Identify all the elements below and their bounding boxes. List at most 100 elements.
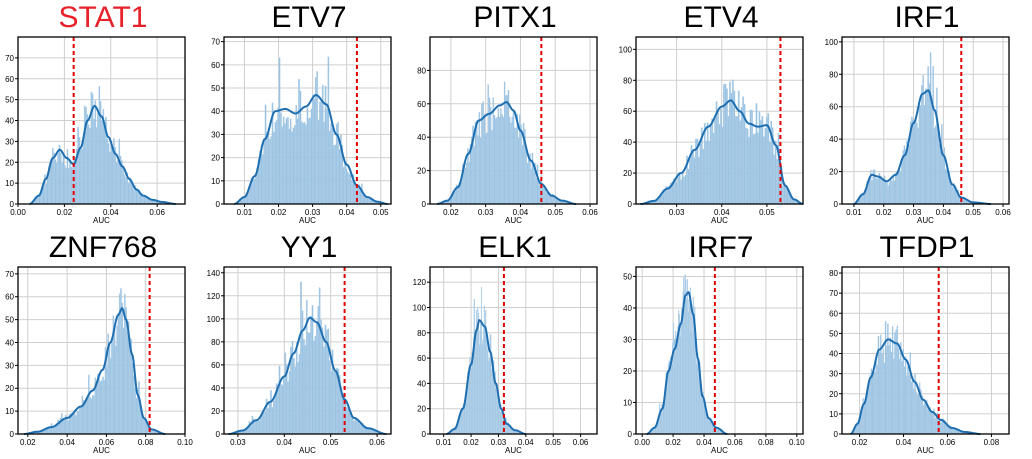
y-tick-label: 80 xyxy=(211,338,220,347)
histogram-bar xyxy=(879,175,882,205)
histogram-bar xyxy=(897,348,900,435)
histogram-bar xyxy=(323,346,325,435)
y-tick-label: 100 xyxy=(619,45,633,54)
x-tick-label: 0.05 xyxy=(323,438,339,447)
histogram-plot: 0.00 0.02 0.04 0.06 0.08 0.10 0 10 20 30 40 50 AUC xyxy=(623,266,805,455)
y-tick-label: 20 xyxy=(417,167,426,176)
histogram-bar xyxy=(346,407,348,435)
histogram-bar xyxy=(922,405,925,435)
histogram-bar xyxy=(487,84,489,205)
x-tick-label: 0.01 xyxy=(436,438,452,447)
histogram-bar xyxy=(258,420,261,435)
histogram-bar xyxy=(70,166,73,205)
histogram-bar xyxy=(66,416,68,435)
y-tick-label: 30 xyxy=(5,361,14,370)
histogram-bar xyxy=(890,351,893,435)
histogram-bar xyxy=(889,179,892,205)
histogram-bar xyxy=(300,281,302,435)
x-axis-label: AUC xyxy=(93,216,110,225)
y-tick-label: 80 xyxy=(829,269,838,278)
histogram-bar xyxy=(37,195,40,205)
histogram-bar xyxy=(929,52,932,205)
histogram-bar xyxy=(100,380,103,435)
histogram-bar xyxy=(95,127,98,205)
histogram-bar xyxy=(302,122,305,205)
histogram-bar xyxy=(321,327,324,435)
histogram-bar xyxy=(111,146,114,205)
histogram-bar xyxy=(264,104,267,205)
histogram-bar xyxy=(288,128,291,205)
x-axis-label: AUC xyxy=(93,446,110,455)
histogram-bar xyxy=(924,88,927,205)
kde-curve xyxy=(234,94,388,205)
histogram-bar xyxy=(248,421,251,435)
histogram-bar xyxy=(936,87,938,205)
histogram-bar xyxy=(526,162,529,205)
histogram-bar xyxy=(777,133,780,205)
histogram-bar xyxy=(932,66,934,205)
histogram-bar xyxy=(938,144,941,205)
histogram-bar xyxy=(757,132,759,205)
y-tick-label: 20 xyxy=(211,407,220,416)
histogram-bar xyxy=(318,287,321,435)
histogram-bar xyxy=(121,302,124,435)
histogram-bar xyxy=(57,419,59,435)
histogram-bar xyxy=(776,159,779,205)
histogram-bar xyxy=(327,56,330,205)
histogram-bar xyxy=(477,135,479,205)
y-tick-label: 30 xyxy=(5,137,14,146)
histogram-bar xyxy=(680,179,683,205)
histogram-bar xyxy=(338,149,341,205)
histogram-bar xyxy=(52,147,54,205)
histogram-bar xyxy=(904,149,907,205)
histogram-bar xyxy=(949,183,952,205)
chart-panel-znf768: ZNF768 0.02 0.04 0.06 0.08 0.10 0 10 20 30 40 50 60 7… xyxy=(0,230,206,459)
histogram-bar xyxy=(493,115,496,205)
histogram-bar xyxy=(76,410,79,435)
x-tick-label: 0.05 xyxy=(965,208,981,217)
histogram-bar xyxy=(81,395,84,435)
histogram-bar xyxy=(515,127,517,205)
histogram-bar xyxy=(873,366,875,435)
histogram-bar xyxy=(931,413,934,435)
histogram-bar xyxy=(86,396,89,435)
y-tick-label: 60 xyxy=(417,354,426,363)
y-tick-label: 60 xyxy=(211,61,220,70)
histogram-bar xyxy=(532,163,535,205)
y-tick-label: 0 xyxy=(628,430,633,439)
histogram-bar xyxy=(57,153,59,205)
histogram-bar xyxy=(331,128,334,205)
histogram-bar xyxy=(312,94,314,205)
histogram-bar xyxy=(264,411,267,435)
histogram-bar xyxy=(764,127,767,205)
x-tick-label: 0.04 xyxy=(339,208,355,217)
histogram-bar xyxy=(347,171,349,205)
histogram-bar xyxy=(351,179,353,205)
histogram-bar xyxy=(103,122,106,205)
x-tick-label: 0.04 xyxy=(103,208,119,217)
y-tick-label: 50 xyxy=(5,96,14,105)
histogram-bar xyxy=(130,180,133,205)
histogram-bar xyxy=(126,331,129,435)
chart-panel-irf7: IRF7 0.00 0.02 0.04 0.06 0.08 0.10 0 10 20 30 40 50 A… xyxy=(618,230,824,459)
chart-title: ETV7 xyxy=(271,1,347,34)
histogram-bar xyxy=(666,186,669,205)
histogram-bar xyxy=(517,137,520,205)
y-tick-label: 140 xyxy=(207,269,221,278)
histogram-bar xyxy=(502,116,505,205)
histogram-bar xyxy=(724,83,727,205)
histogram-bar xyxy=(762,136,765,205)
histogram-bar xyxy=(81,148,83,205)
y-tick-label: 0 xyxy=(10,430,15,439)
histogram-bar xyxy=(303,122,306,205)
histogram-bar xyxy=(885,345,888,435)
histogram-bar xyxy=(330,370,333,435)
y-tick-label: 30 xyxy=(829,370,838,379)
histogram-bar xyxy=(79,147,82,205)
histogram-bar xyxy=(89,397,91,435)
x-tick-label: 0.04 xyxy=(936,208,952,217)
y-tick-label: 10 xyxy=(623,398,632,407)
histogram-bar xyxy=(906,375,908,435)
histogram-bar xyxy=(291,131,293,205)
histogram-bar xyxy=(944,168,947,205)
